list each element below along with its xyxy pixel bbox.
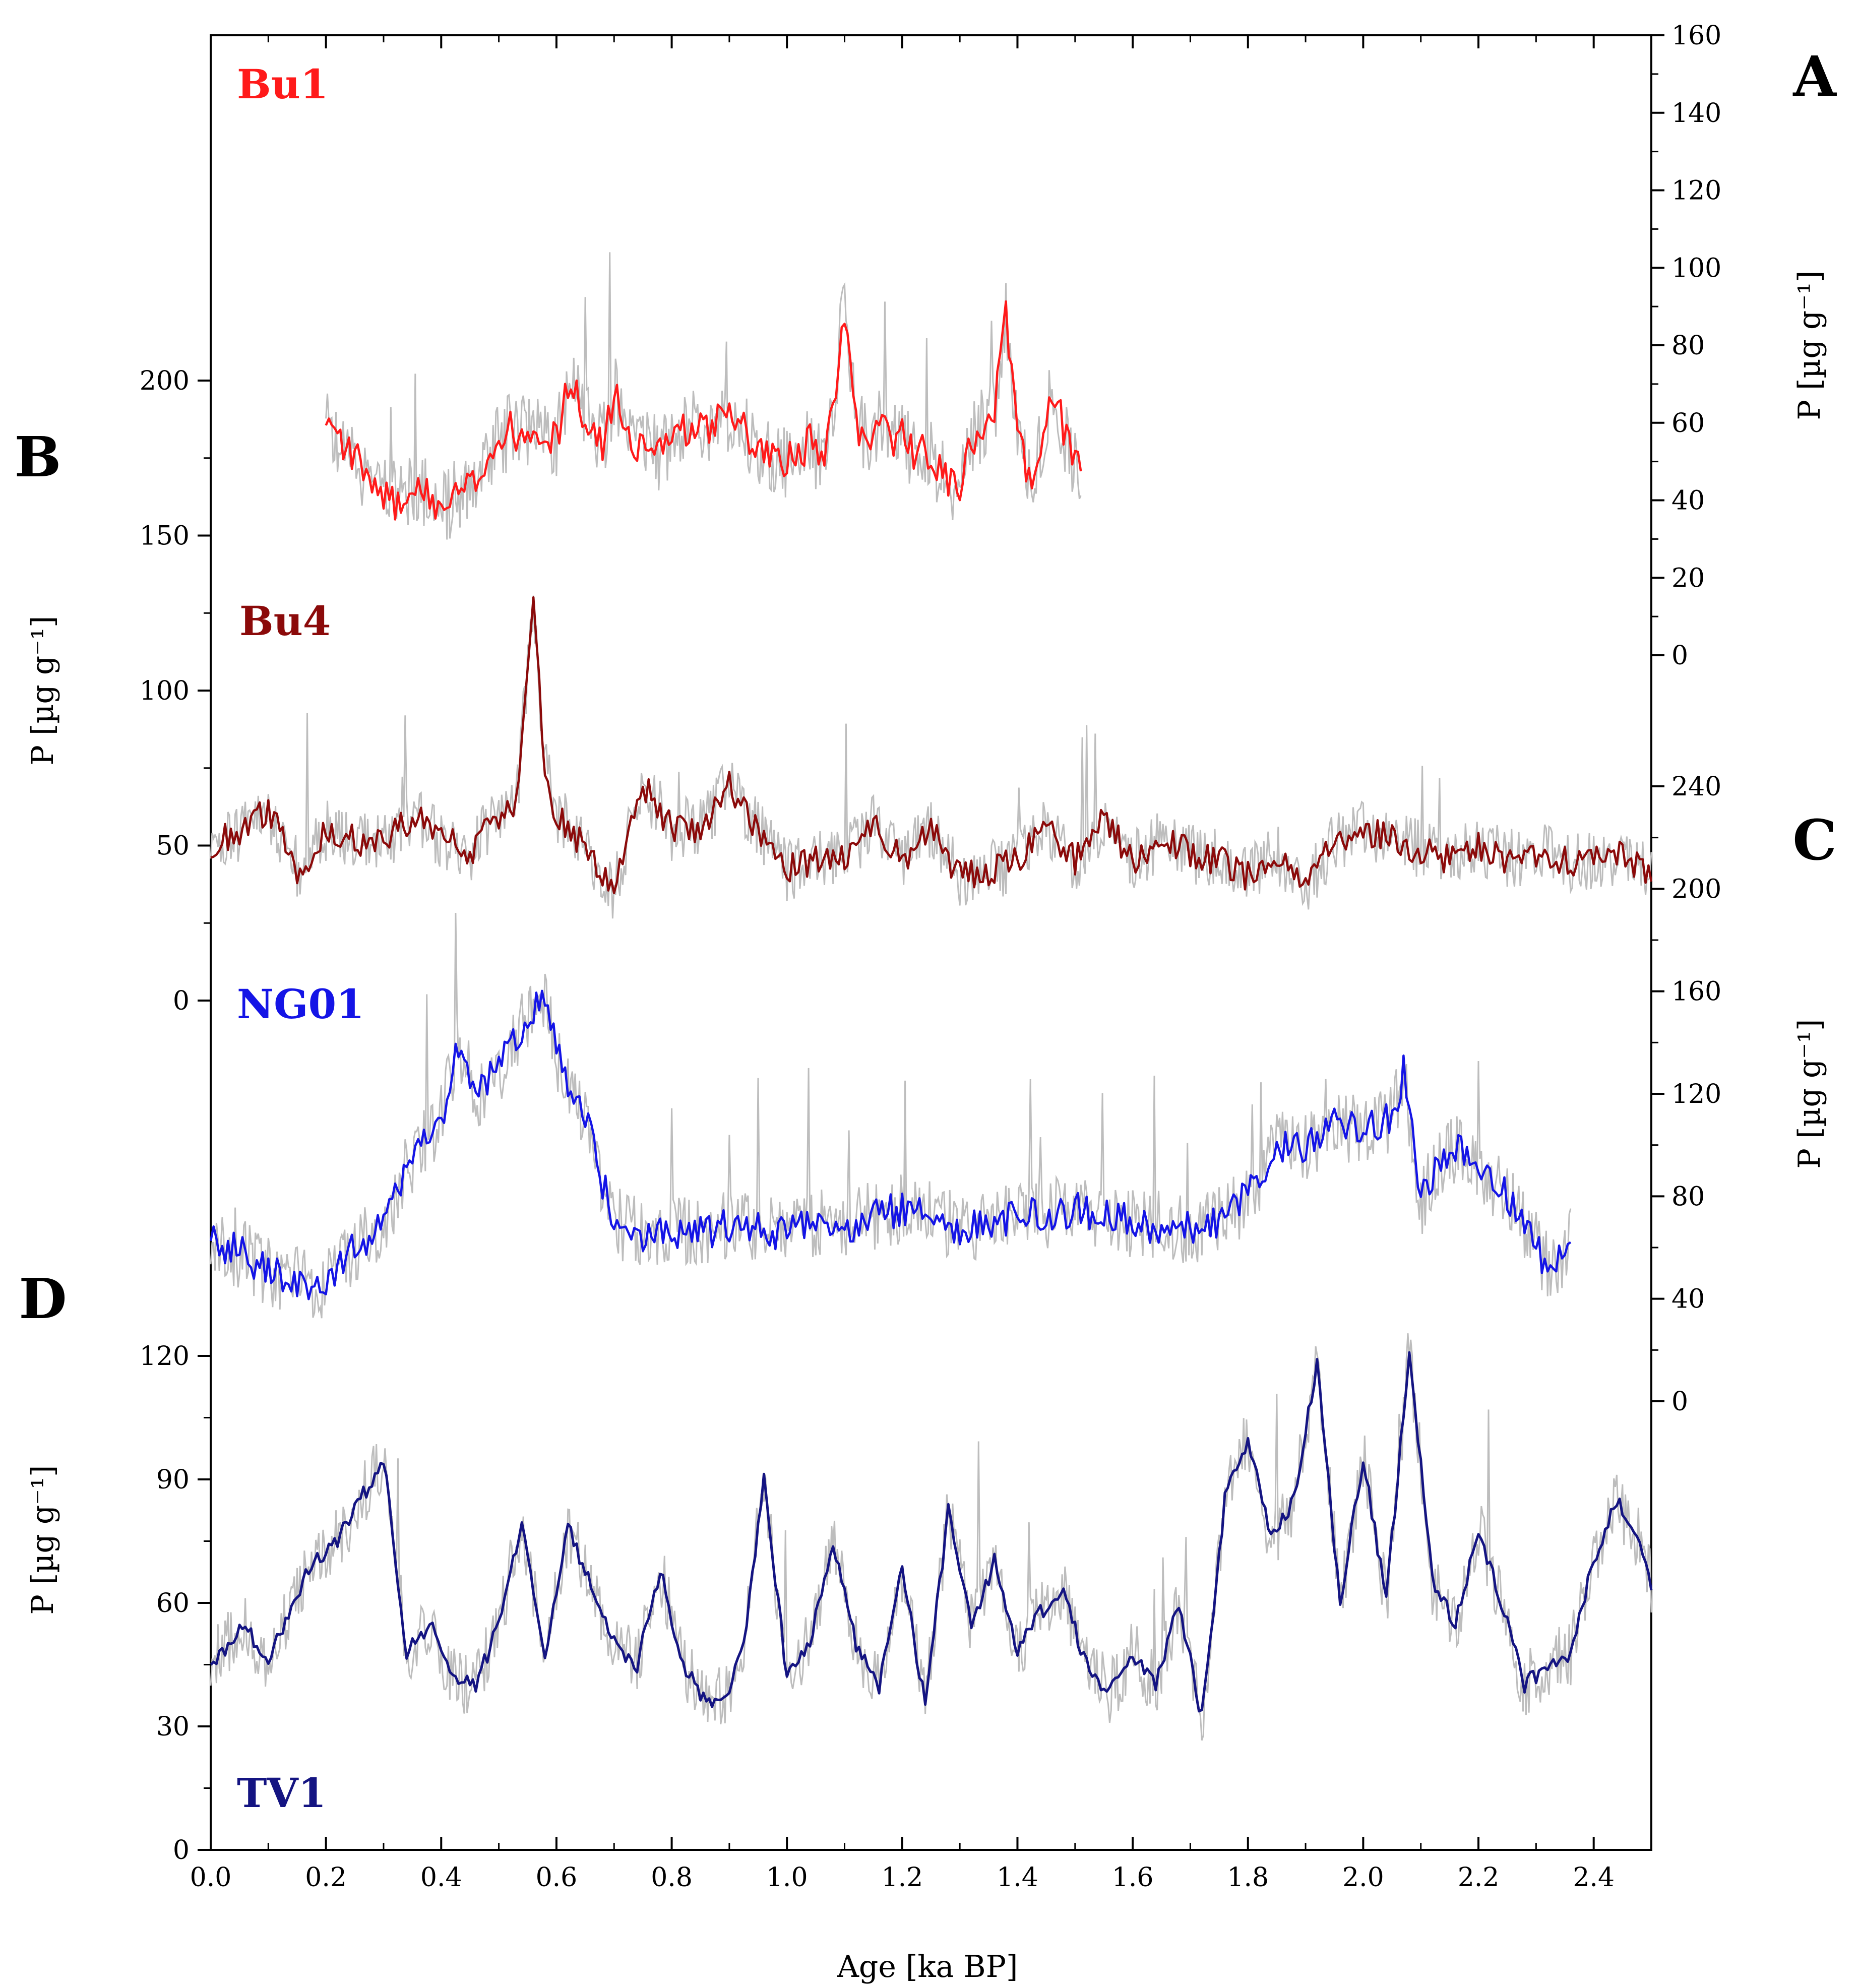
- y-tick-label: 120: [140, 1341, 190, 1372]
- y-tick-label: 40: [1671, 486, 1705, 516]
- y-tick-label: 0: [1671, 641, 1688, 671]
- y-tick-label: 120: [1671, 1079, 1721, 1109]
- x-tick-label: 2.4: [1573, 1862, 1615, 1893]
- y-tick-label: 240: [1671, 772, 1721, 802]
- y-tick-label: 20: [1671, 563, 1705, 593]
- panel-letter-b: B: [15, 424, 61, 489]
- x-tick-label: 1.6: [1112, 1862, 1154, 1893]
- y-tick-label: 200: [1671, 874, 1721, 904]
- y-tick-label: 80: [1671, 1182, 1705, 1212]
- y-tick-label: 0: [173, 1835, 190, 1866]
- series-line-bu1: [325, 300, 1082, 521]
- y-tick-label: 100: [140, 676, 190, 706]
- y-axis-title-a: P [µg g⁻¹]: [1792, 271, 1827, 420]
- plot-border: [210, 34, 1652, 1851]
- x-tick-label: 2.0: [1342, 1862, 1384, 1893]
- y-tick-label: 120: [1671, 176, 1721, 206]
- y-axis-title-d: P [µg g⁻¹]: [25, 1465, 60, 1615]
- raw-line-bu4: [210, 595, 1652, 919]
- series-label-ng01: NG01: [237, 980, 364, 1028]
- y-tick-label: 150: [140, 521, 190, 551]
- y-tick-label: 80: [1671, 331, 1705, 361]
- y-tick-label: 0: [1671, 1387, 1688, 1417]
- series-line-ng01: [209, 989, 1572, 1300]
- y-tick-label: 100: [1671, 253, 1721, 283]
- series-label-bu4: Bu4: [239, 597, 331, 645]
- x-tick-label: 0.6: [536, 1862, 578, 1893]
- x-axis-title: Age [ka BP]: [837, 1949, 1018, 1984]
- series-line-tv1: [210, 1351, 1653, 1713]
- x-tick-label: 1.4: [997, 1862, 1038, 1893]
- y-tick-label: 90: [156, 1465, 190, 1495]
- y-tick-label: 0: [173, 986, 190, 1016]
- series-label-bu1: Bu1: [237, 60, 328, 108]
- raw-line-bu1: [325, 252, 1082, 540]
- raw-line-ng01: [210, 912, 1572, 1319]
- y-tick-label: 60: [156, 1588, 190, 1619]
- x-tick-label: 1.2: [881, 1862, 923, 1893]
- y-tick-label: 50: [156, 831, 190, 861]
- x-tick-label: 2.2: [1458, 1862, 1500, 1893]
- y-tick-label: 40: [1671, 1284, 1705, 1315]
- series-layer: [209, 300, 1653, 1718]
- x-tick-label: 0.8: [651, 1862, 693, 1893]
- y-tick-label: 200: [140, 366, 190, 396]
- y-tick-label: 30: [156, 1712, 190, 1742]
- x-tick-label: 0.2: [305, 1862, 347, 1893]
- y-axis-title-c: P [µg g⁻¹]: [1792, 1019, 1827, 1169]
- x-tick-label: 1.0: [766, 1862, 808, 1893]
- y-tick-label: 140: [1671, 98, 1721, 129]
- panel-letter-a: A: [1792, 44, 1837, 109]
- axes-layer: 0.0 0.2 0.4 0.6 0.8 1.0 1.2 1.4 1.6 1.8 2.0 2.2 2.4 0…: [140, 21, 1722, 1893]
- series-label-tv1: TV1: [237, 1769, 326, 1817]
- y-tick-label: 160: [1671, 21, 1721, 51]
- x-tick-label: 0.4: [420, 1862, 462, 1893]
- raw-data-layer: [210, 252, 1652, 1741]
- raw-line-tv1: [210, 1333, 1652, 1741]
- panel-letter-c: C: [1792, 807, 1837, 873]
- x-tick-label: 0.0: [190, 1862, 232, 1893]
- y-tick-label: 60: [1671, 408, 1705, 439]
- panel-letter-d: D: [19, 1266, 67, 1331]
- x-tick-label: 1.8: [1227, 1862, 1269, 1893]
- y-axis-title-b: P [µg g⁻¹]: [25, 616, 60, 766]
- series-line-bu4: [210, 596, 1653, 894]
- y-tick-label: 160: [1671, 977, 1721, 1007]
- plot-frame: [210, 34, 1652, 1851]
